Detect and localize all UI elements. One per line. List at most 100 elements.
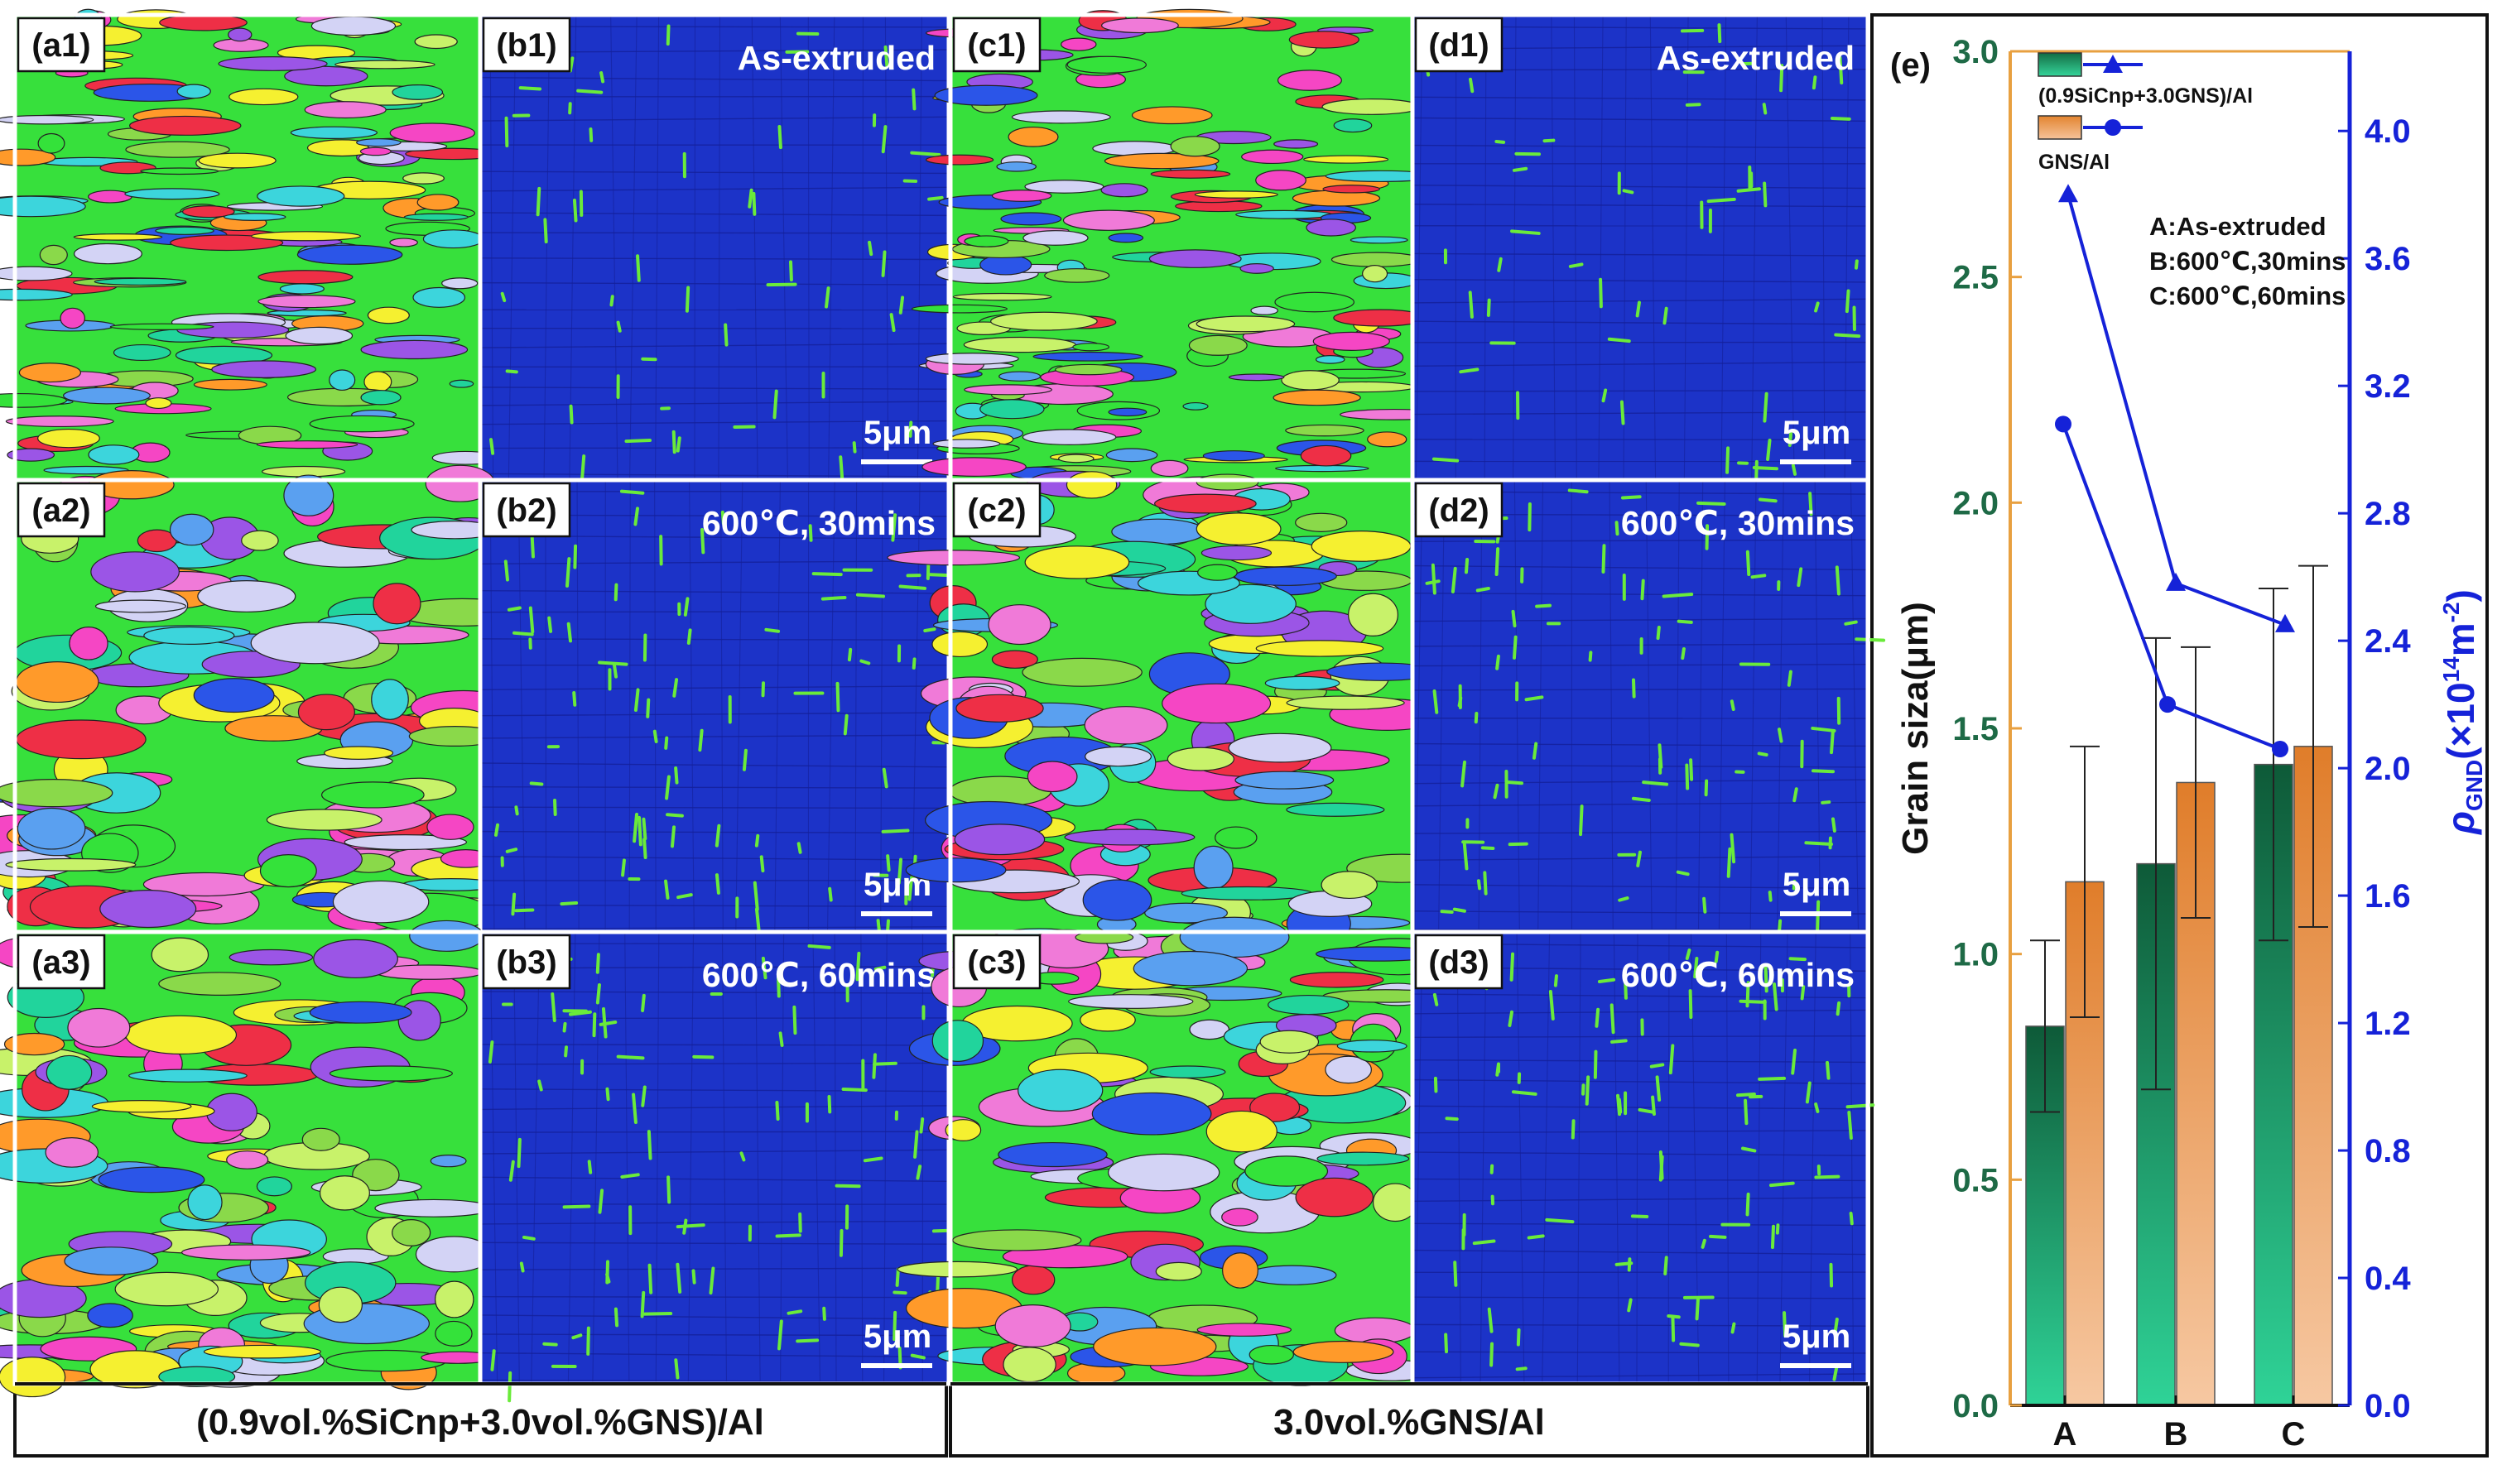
y2-label-rho: ρ <box>2439 811 2482 836</box>
rho-point-gns-C <box>2272 741 2288 758</box>
panel-label-text: (b3) <box>496 944 556 981</box>
right-tick-label: 0.4 <box>2365 1261 2411 1297</box>
scale-bar-label: 5μm <box>1783 867 1850 903</box>
panel-label-a2: (a2) <box>17 482 106 538</box>
map-panel-c3: (c3) <box>897 916 1450 1387</box>
left-tick-label: 3.0 <box>1952 34 1999 70</box>
map-panel-c1: (c1) <box>911 8 1448 483</box>
left-tick-label: 2.0 <box>1952 485 1999 521</box>
y-axis-label: Grain siza(μm) <box>1895 602 1936 855</box>
legend-label-composite: (0.9SiCnp+3.0GNS)/Al <box>2038 84 2253 108</box>
legend-marker-triangle <box>2103 55 2123 73</box>
kam-map-background <box>1414 482 1866 930</box>
kam-high-misorientation <box>489 24 944 487</box>
y2-label-exp2: -2 <box>2438 602 2464 622</box>
x-tick-label: C <box>2282 1416 2306 1453</box>
kam-high-misorientation <box>1432 949 1875 1381</box>
error-bar-gns-A <box>2070 745 2100 1019</box>
ipf-grains <box>911 8 1448 480</box>
panel-label-text: (b2) <box>496 492 556 529</box>
panel-label-c1: (c1) <box>952 17 1042 73</box>
kam-high-misorientation <box>493 489 948 934</box>
panel-caption: 600℃, 60mins <box>1621 956 1855 994</box>
rho-line-layer <box>2055 184 2295 758</box>
panel-label-d3: (d3) <box>1414 934 1504 990</box>
error-bar-gns-C <box>2298 564 2328 928</box>
panel-label-a3: (a3) <box>17 934 106 990</box>
kam-grain-boundaries <box>481 933 948 1383</box>
kam-grain-boundaries <box>481 481 948 931</box>
panel-label-text: (a1) <box>31 27 90 64</box>
map-panel-d3: (d3) 600℃, 60mins 5μm <box>1410 929 1875 1386</box>
panel-label-text: (d2) <box>1428 492 1489 529</box>
left-tick-label: 0.5 <box>1952 1162 1999 1198</box>
chart-panel-label: (e) <box>1890 47 1931 84</box>
left-tick-layer: 0.0 0.5 1.0 1.5 2.0 2.5 3.0 <box>1952 34 2022 1424</box>
error-bar-layer <box>2030 564 2328 1113</box>
kam-map-background <box>482 17 947 478</box>
annotation-a: A:As-extruded <box>2149 212 2326 241</box>
scale-bar-label: 5μm <box>864 1318 931 1355</box>
map-panel-a1: (a1) <box>0 8 501 483</box>
error-bar-composite-C <box>2259 587 2288 942</box>
right-tick-label: 0.0 <box>2365 1388 2411 1424</box>
kam-grain-boundaries <box>481 16 948 479</box>
kam-map-background <box>1414 934 1866 1382</box>
panel-caption: As-extruded <box>1657 39 1855 77</box>
kam-high-misorientation <box>488 941 960 1403</box>
panel-label-d2: (d2) <box>1414 482 1504 538</box>
panel-label-text: (d3) <box>1428 944 1489 981</box>
error-bar-composite-A <box>2030 939 2060 1113</box>
panel-label-text: (c3) <box>967 944 1026 981</box>
kam-map-background <box>482 934 947 1382</box>
rho-point-composite-B <box>2166 572 2186 591</box>
annotation-b: B:600℃,30mins <box>2149 247 2346 276</box>
panel-caption: 600℃, 30mins <box>702 504 936 542</box>
right-tick-label: 2.4 <box>2365 623 2411 660</box>
right-tick-label: 1.2 <box>2365 1006 2411 1042</box>
panel-label-b1: (b1) <box>482 17 571 73</box>
scale-bar-label: 5μm <box>1783 1318 1850 1355</box>
chart-frame <box>1870 13 2489 1458</box>
left-tick-label: 0.0 <box>1952 1388 1999 1424</box>
panel-label-c2: (c2) <box>952 482 1042 538</box>
y2-label-unit: (×10 <box>2439 682 2482 759</box>
map-panel-d1: (d1) As-extruded 5μm <box>1410 12 1870 488</box>
panel-caption: 600℃, 60mins <box>702 956 936 994</box>
right-tick-label: 0.8 <box>2365 1133 2411 1169</box>
left-tick-label: 1.5 <box>1952 711 1999 747</box>
group-label-gns: 3.0vol.%GNS/Al <box>1273 1402 1545 1443</box>
ipf-grains <box>897 916 1450 1387</box>
left-tick-label: 1.0 <box>1952 937 1999 973</box>
scale-bar-label: 5μm <box>864 415 931 451</box>
right-tick-label: 4.0 <box>2365 113 2411 150</box>
panel-caption: As-extruded <box>738 39 936 77</box>
microstructure-maps: (a1) (b1) As-extruded 5μm (c1) (d1) As-extrude… <box>0 8 1886 1403</box>
right-tick-layer: 0.0 0.4 0.8 1.2 1.6 2.0 2.4 2.8 3.2 3.6 4.0 <box>2338 113 2411 1424</box>
panel-label-text: (c1) <box>967 27 1026 64</box>
y2-label-tail: m <box>2439 622 2482 656</box>
group-label-composite: (0.9vol.%SiCnp+3.0vol.%GNS)/Al <box>196 1402 764 1443</box>
rho-point-composite-A <box>2058 184 2078 203</box>
legend-label-gns: GNS/Al <box>2038 151 2110 174</box>
grain-size-chart: (e) 0.0 0.5 1.0 1.5 2.0 2.5 3.0 0.0 0.4 0.8 1.2 1.… <box>1890 34 2487 1453</box>
right-tick-label: 2.8 <box>2365 496 2411 532</box>
y2-label-sub: GND <box>2461 760 2487 811</box>
rho-point-composite-C <box>2275 613 2295 632</box>
annotation-c: C:600℃,60mins <box>2149 281 2346 310</box>
panel-label-text: (c2) <box>967 492 1026 529</box>
panel-label-text: (a3) <box>31 944 90 981</box>
panel-label-b3: (b3) <box>482 934 571 990</box>
rho-point-gns-B <box>2159 696 2176 713</box>
legend-marker-circle <box>2105 119 2121 136</box>
right-tick-label: 1.6 <box>2365 878 2411 915</box>
ipf-grains <box>887 470 1456 945</box>
ipf-grains <box>0 920 495 1398</box>
legend-swatch-composite <box>2038 52 2082 77</box>
kam-map-background <box>1414 17 1866 478</box>
rho-point-gns-A <box>2055 415 2071 433</box>
right-tick-label: 3.6 <box>2365 241 2411 277</box>
map-panel-a2: (a2) <box>0 464 528 934</box>
